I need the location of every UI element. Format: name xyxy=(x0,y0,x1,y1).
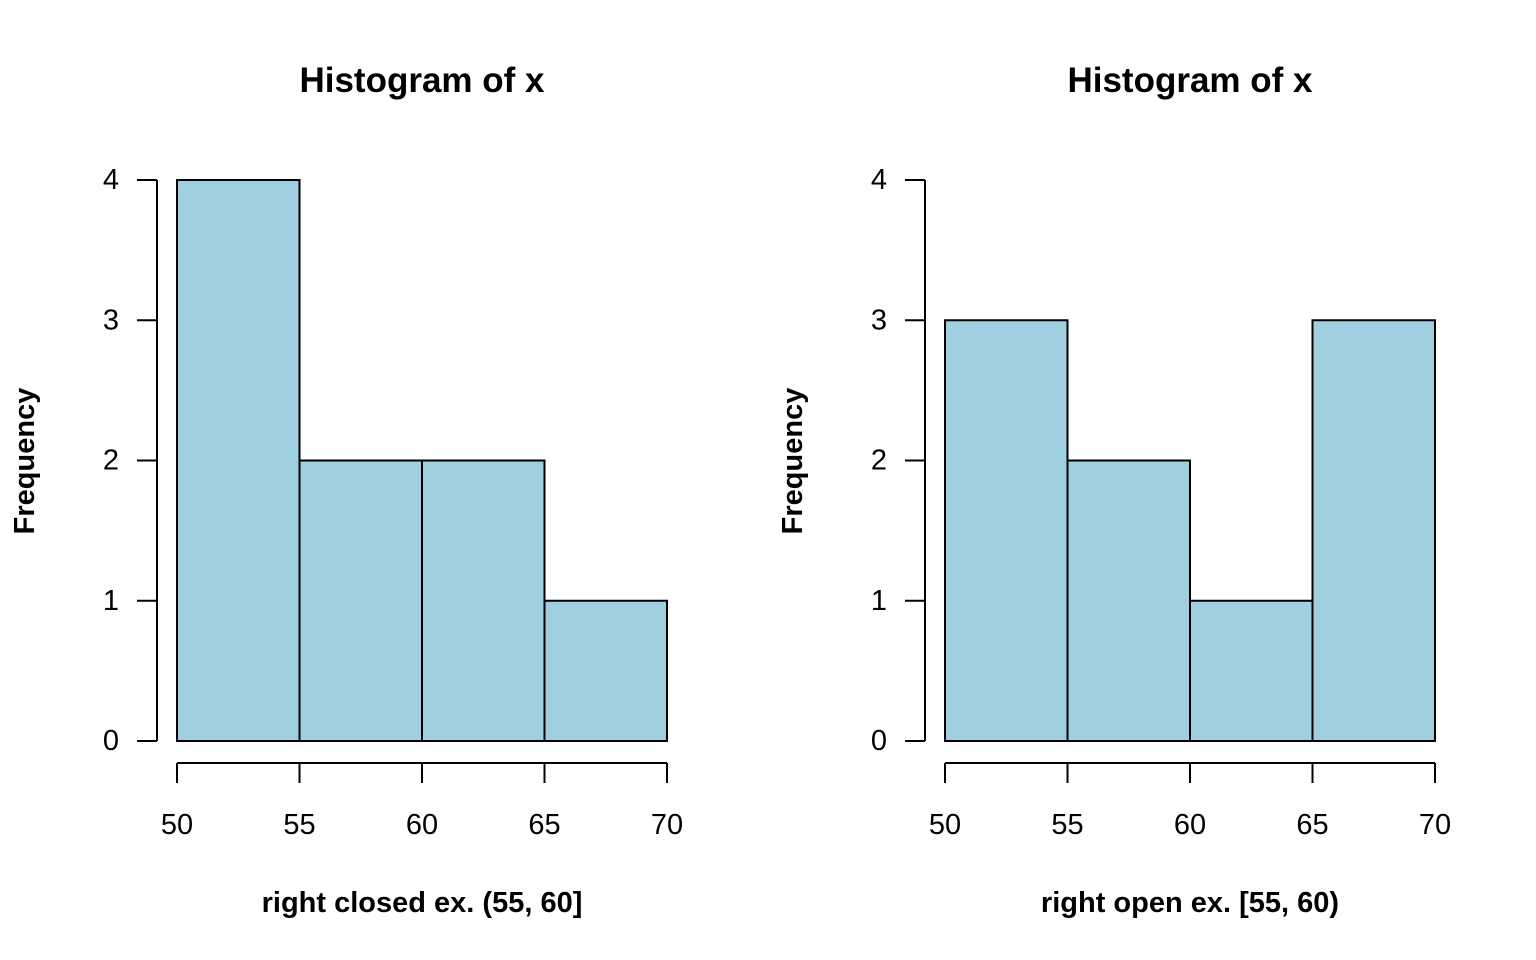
x-tick-label: 65 xyxy=(1296,809,1328,841)
y-tick-label: 4 xyxy=(103,164,119,196)
y-tick-label: 1 xyxy=(103,585,119,617)
x-tick-label: 60 xyxy=(406,809,438,841)
x-tick-label: 55 xyxy=(1051,809,1083,841)
y-tick-label: 0 xyxy=(103,725,119,757)
x-axis: 50 55 60 65 70 xyxy=(161,762,683,841)
x-axis: 50 55 60 65 70 xyxy=(929,762,1451,841)
y-tick-label: 2 xyxy=(871,445,887,477)
y-axis-label: Frequency xyxy=(9,388,41,535)
y-tick-label: 4 xyxy=(871,164,887,196)
x-tick-label: 60 xyxy=(1174,809,1206,841)
x-tick-label: 70 xyxy=(1419,809,1451,841)
y-tick-label: 3 xyxy=(103,304,119,336)
chart-title: Histogram of x xyxy=(299,61,545,100)
y-tick-label: 3 xyxy=(871,304,887,336)
x-tick-label: 70 xyxy=(651,809,683,841)
histogram-bar xyxy=(944,319,1069,742)
x-tick-label: 55 xyxy=(283,809,315,841)
x-axis-label: right open ex. [55, 60) xyxy=(1041,887,1339,919)
y-axis-label: Frequency xyxy=(777,388,809,535)
histogram-bar xyxy=(1066,459,1191,742)
y-tick-label: 0 xyxy=(871,725,887,757)
x-axis-label: right closed ex. (55, 60] xyxy=(262,887,583,919)
histogram-bar xyxy=(1311,319,1436,742)
histogram-bar xyxy=(1189,599,1314,742)
histogram-bar xyxy=(298,459,423,742)
histogram-bar xyxy=(543,599,668,742)
x-tick-label: 50 xyxy=(929,809,961,841)
chart-title: Histogram of x xyxy=(1067,61,1313,100)
y-axis: 0 1 2 3 4 xyxy=(871,164,926,757)
bars-group xyxy=(176,179,668,742)
histogram-bar xyxy=(421,459,546,742)
x-tick-label: 50 xyxy=(161,809,193,841)
y-axis: 0 1 2 3 4 xyxy=(103,164,158,757)
y-tick-label: 1 xyxy=(871,585,887,617)
x-tick-label: 65 xyxy=(528,809,560,841)
histogram-panel-right-closed: Histogram of x right closed ex. (55, 60]… xyxy=(9,61,683,919)
y-tick-label: 2 xyxy=(103,445,119,477)
histogram-bar xyxy=(176,179,301,742)
bars-group xyxy=(944,319,1436,742)
histogram-panel-right-open: Histogram of x right open ex. [55, 60) F… xyxy=(777,61,1451,919)
